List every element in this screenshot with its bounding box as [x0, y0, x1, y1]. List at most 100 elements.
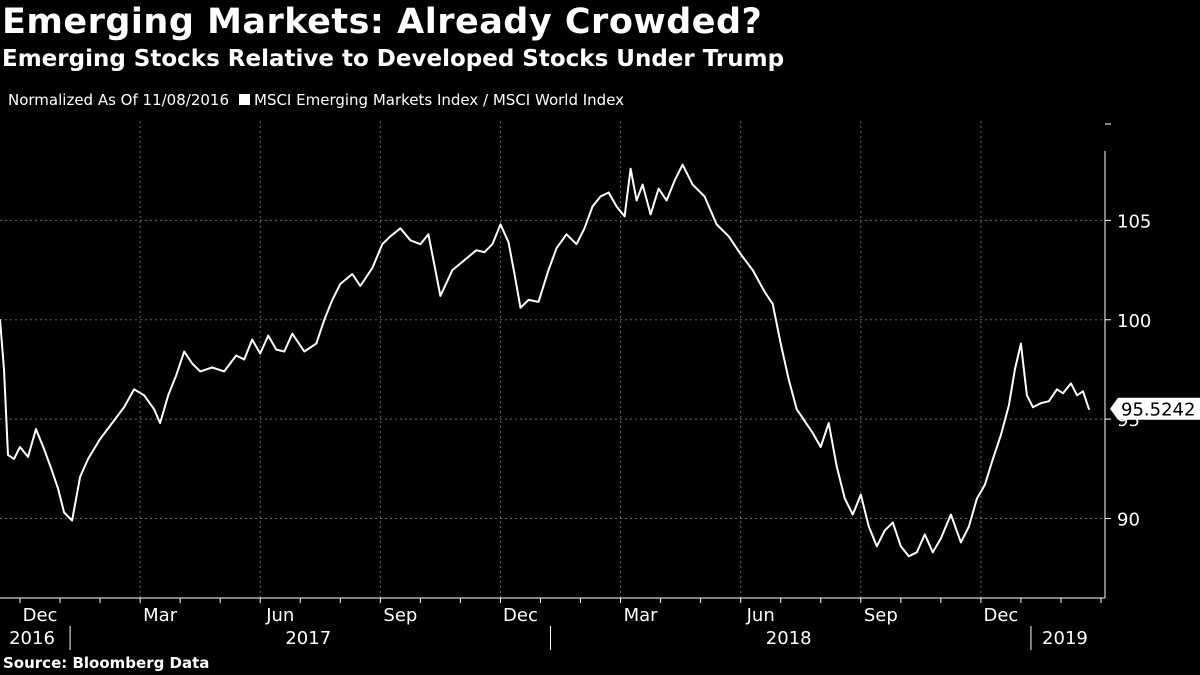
year-label-2016: 2016 [9, 628, 55, 649]
data-point [243, 358, 245, 361]
data-point [315, 342, 318, 345]
data-point [211, 366, 213, 369]
data-point [860, 493, 862, 496]
data-point [381, 243, 384, 245]
x-tick-label-Dec: Dec [23, 605, 58, 626]
data-point [629, 167, 632, 170]
data-point [235, 354, 237, 357]
data-point [641, 183, 644, 186]
data-point [27, 456, 29, 458]
data-point [900, 545, 902, 548]
data-point [175, 374, 177, 377]
data-point [703, 195, 706, 198]
data-point [451, 269, 454, 271]
data-point [1008, 404, 1010, 407]
data-point [739, 253, 742, 255]
data-point [71, 519, 73, 522]
data-point [463, 259, 466, 261]
data-point [43, 448, 45, 450]
data-point [3, 368, 5, 371]
data-point [615, 205, 618, 208]
x-tick-label-Sep: Sep [864, 605, 898, 626]
legend-series-label: MSCI Emerging Markets Index / MSCI World… [254, 91, 625, 109]
y-tick-label-105: 105 [1117, 211, 1151, 232]
data-point [727, 235, 730, 238]
data-point [575, 243, 578, 245]
data-point [984, 483, 986, 486]
year-label-2018: 2018 [766, 628, 812, 649]
data-point [167, 394, 169, 397]
data-point [940, 537, 942, 540]
data-point [635, 199, 638, 202]
data-point [691, 183, 694, 186]
data-point [259, 352, 262, 355]
data-point [960, 541, 962, 544]
data-point [555, 247, 558, 249]
data-point [1020, 342, 1022, 345]
data-point [371, 267, 374, 269]
data-point [787, 378, 790, 381]
data-point [607, 191, 610, 194]
data-point [199, 370, 201, 373]
data-point [1076, 394, 1078, 397]
data-point [968, 525, 970, 528]
data-point [251, 338, 253, 341]
last-value-label: 95.5242 [1121, 400, 1195, 421]
data-point [884, 529, 886, 532]
data-point [827, 422, 830, 424]
data-point [599, 195, 602, 198]
data-point [153, 408, 155, 411]
data-point [133, 388, 135, 391]
data-point [439, 295, 442, 297]
chart-legend: Normalized As Of 11/08/2016 MSCI Emerging… [8, 91, 624, 109]
data-point [291, 332, 294, 335]
data-point [868, 525, 870, 528]
data-point [183, 350, 185, 353]
data-point [681, 163, 684, 166]
data-point [359, 285, 362, 287]
data-point [876, 545, 878, 548]
data-point [950, 513, 952, 516]
data-point [1088, 408, 1090, 411]
x-tick-label-Jun: Jun [265, 605, 294, 626]
data-point [519, 307, 522, 309]
data-point [657, 187, 660, 190]
data-point [803, 420, 806, 422]
data-point [19, 446, 21, 448]
data-point [932, 551, 934, 554]
data-point [389, 235, 392, 238]
data-point [649, 213, 652, 216]
data-point [123, 406, 125, 409]
data-point [1070, 382, 1072, 385]
x-tick-label-Sep: Sep [383, 605, 417, 626]
data-point [399, 227, 402, 230]
data-point [419, 243, 422, 245]
data-point [1014, 368, 1016, 371]
data-point [0, 319, 1, 321]
y-tick-label-90: 90 [1117, 510, 1140, 531]
data-point [283, 350, 286, 353]
data-point [63, 511, 65, 514]
data-point [409, 239, 412, 242]
data-point [565, 233, 568, 236]
data-point [665, 199, 668, 202]
data-point [7, 454, 9, 456]
x-tick-label-Mar: Mar [624, 605, 659, 626]
data-point [79, 476, 81, 478]
data-point [924, 533, 926, 536]
data-point [143, 394, 145, 397]
data-point [527, 299, 530, 301]
data-point [771, 303, 774, 305]
data-point [908, 555, 910, 558]
data-point [795, 408, 798, 411]
data-point [1000, 434, 1002, 436]
x-tick-label-Dec: Dec [983, 605, 1018, 626]
data-point [1048, 400, 1050, 403]
x-tick-label-Mar: Mar [143, 605, 178, 626]
normalized-label: Normalized As Of 11/08/2016 [8, 91, 229, 109]
data-point [1082, 390, 1084, 393]
data-point [844, 497, 846, 500]
axes [0, 123, 1111, 650]
